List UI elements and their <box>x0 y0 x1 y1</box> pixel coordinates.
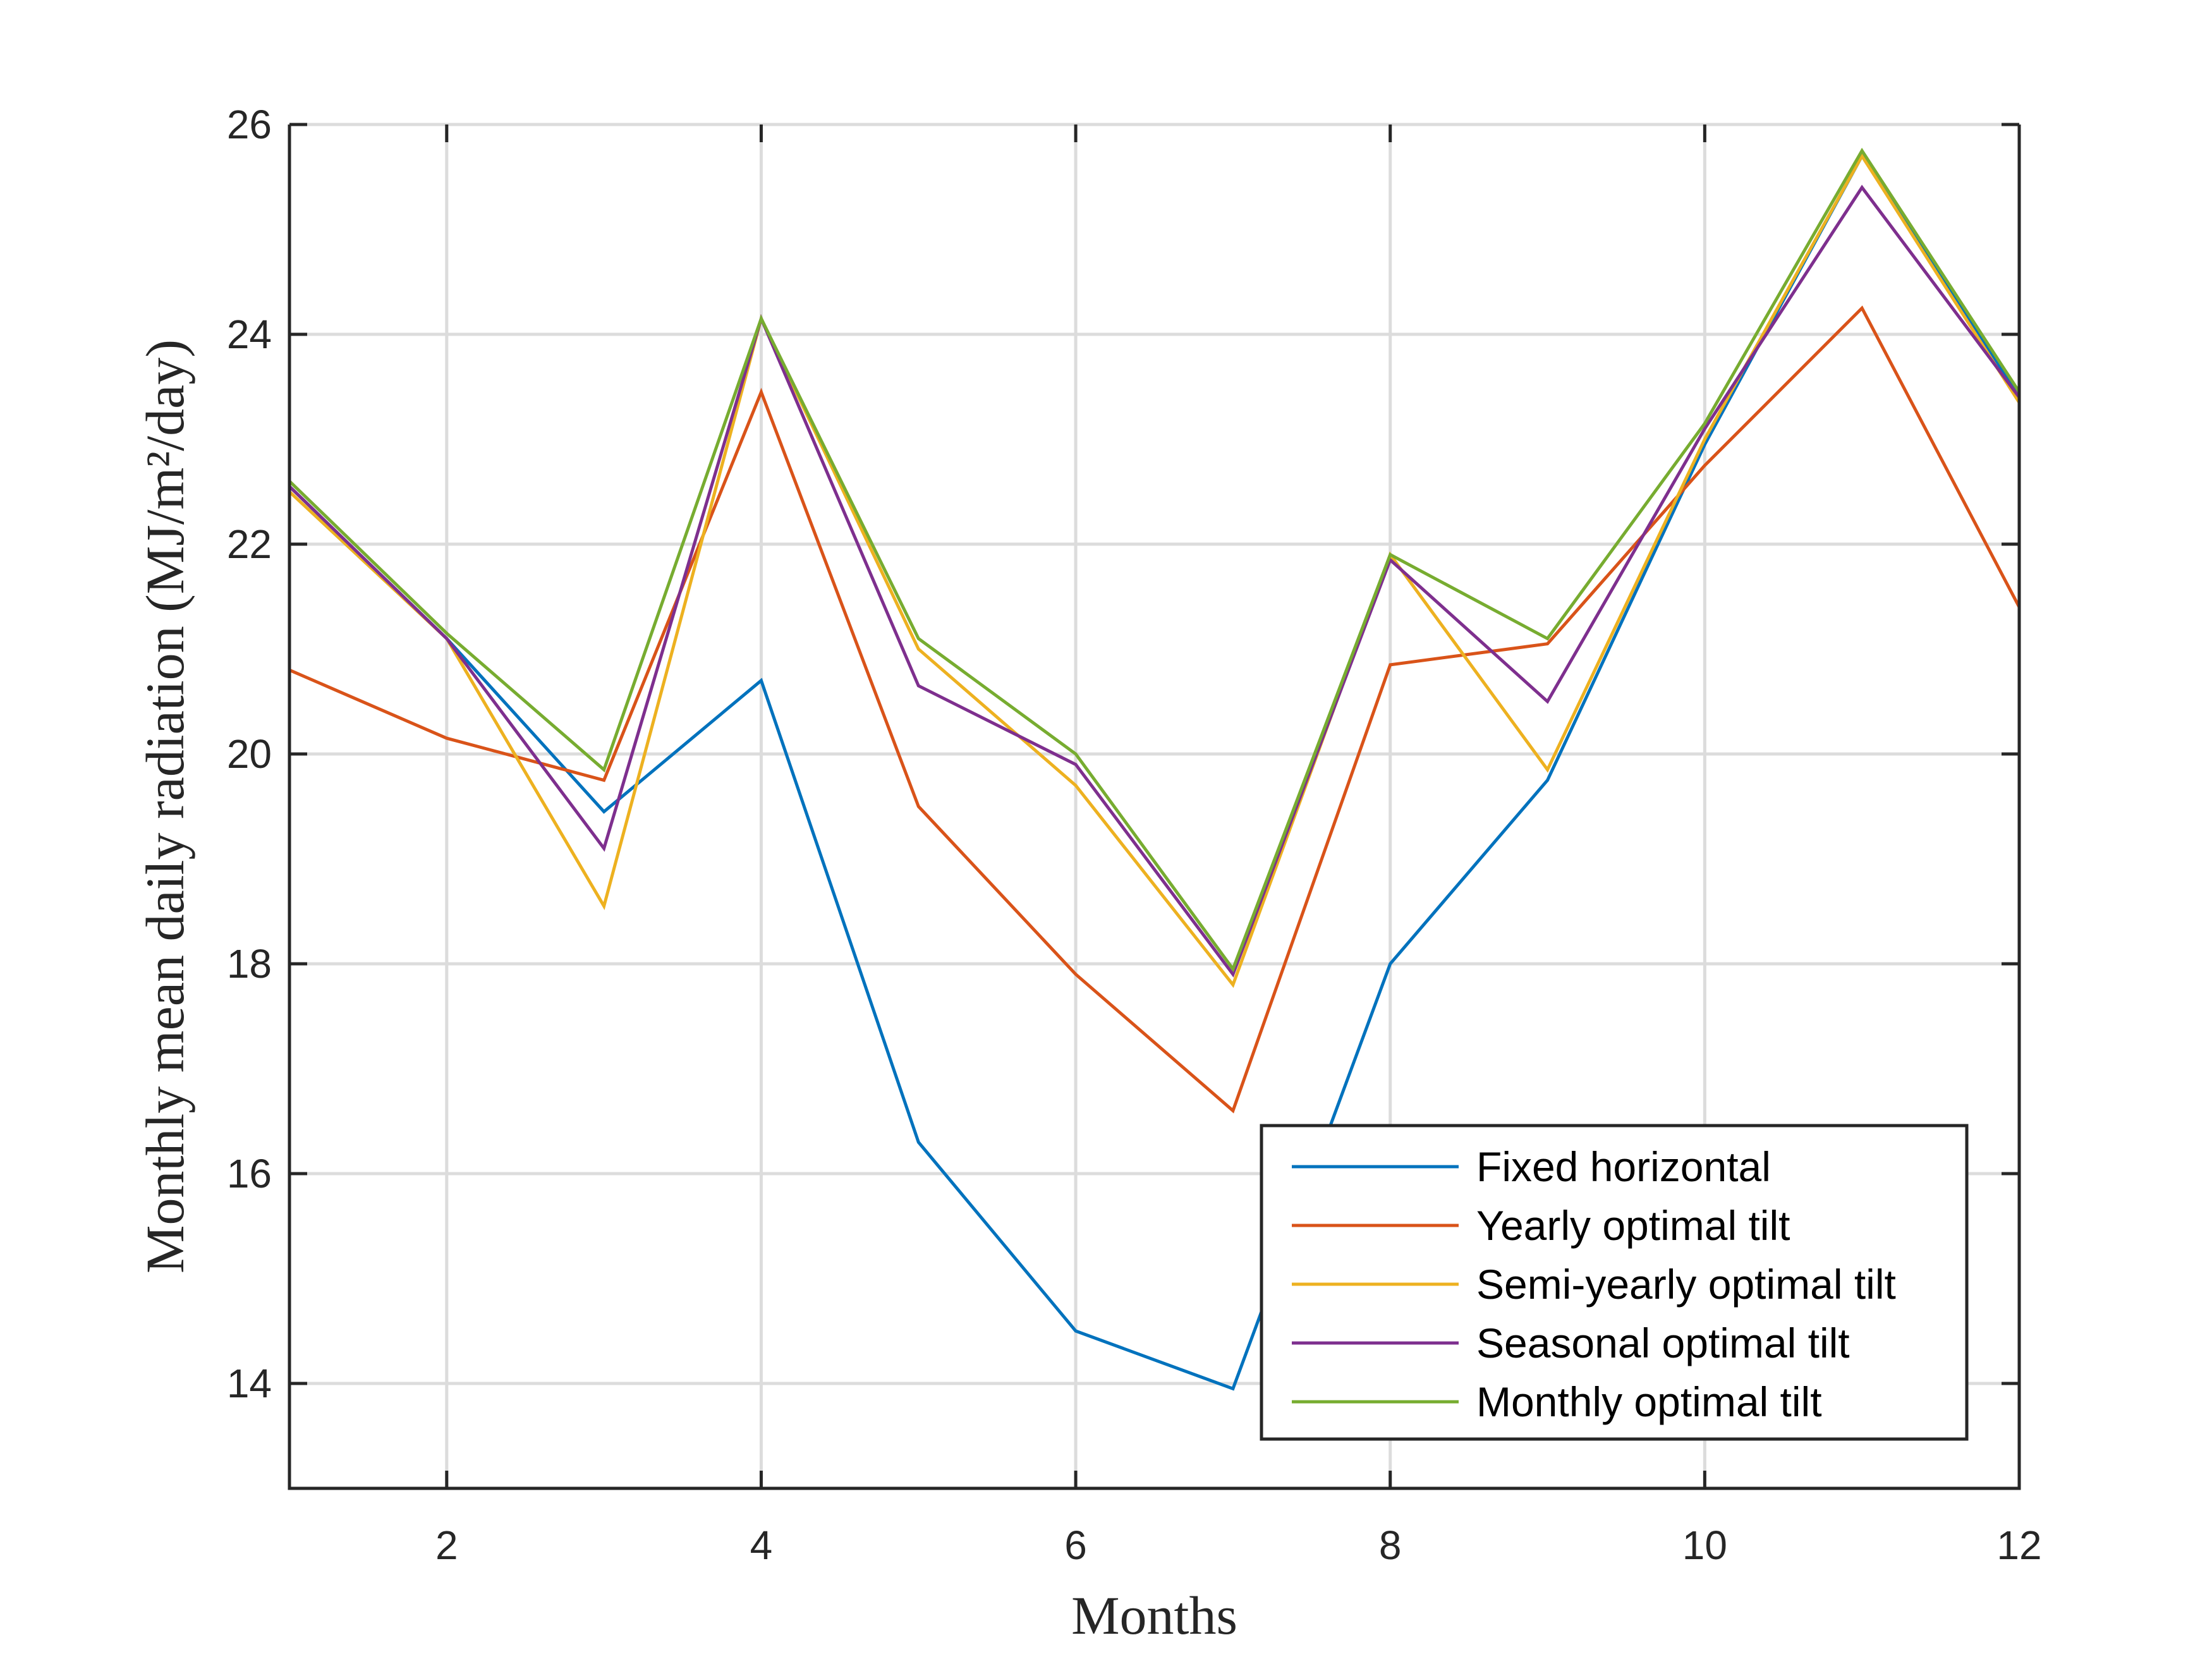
legend: Fixed horizontal Yearly optimal tilt Semi-… <box>1260 1124 1969 1441</box>
x-tick-label-6: 6 <box>1064 1522 1087 1568</box>
legend-label-5: Monthly optimal tilt <box>1476 1378 1822 1425</box>
x-tick-label-8: 8 <box>1379 1522 1402 1568</box>
y-tick-label-22: 22 <box>227 521 272 567</box>
y-axis-label: Monthly mean daily radiation (MJ/m²/day) <box>135 339 195 1273</box>
y-tick-label-24: 24 <box>227 312 272 357</box>
series-line-2 <box>289 305 2021 1114</box>
y-tick-label-26: 26 <box>227 102 272 147</box>
x-axis-label: Months <box>1071 1585 1237 1646</box>
x-tick-label-12: 12 <box>1996 1522 2041 1568</box>
x-tick-label-4: 4 <box>750 1522 773 1568</box>
y-tick-label-14: 14 <box>227 1361 272 1406</box>
y-tick-label-16: 16 <box>227 1151 272 1196</box>
series-line-5 <box>288 147 2021 973</box>
series-line-4 <box>288 185 2021 978</box>
legend-label-3: Semi-yearly optimal tilt <box>1476 1261 1896 1308</box>
y-tick-label-20: 20 <box>227 731 272 777</box>
y-tick-label-18: 18 <box>227 941 272 987</box>
x-tick-label-2: 2 <box>435 1522 458 1568</box>
axis-frame <box>288 125 2021 1490</box>
legend-label-4: Seasonal optimal tilt <box>1476 1320 1850 1366</box>
legend-label-2: Yearly optimal tilt <box>1476 1202 1790 1249</box>
legend-label-1: Fixed horizontal <box>1476 1143 1771 1190</box>
x-tick-label-10: 10 <box>1682 1522 1727 1568</box>
legend-box <box>1260 1124 1969 1441</box>
axes <box>288 125 2021 1490</box>
series-lines <box>288 147 2021 1391</box>
series-line-3 <box>288 152 2021 988</box>
series-line-1 <box>288 152 2021 1391</box>
